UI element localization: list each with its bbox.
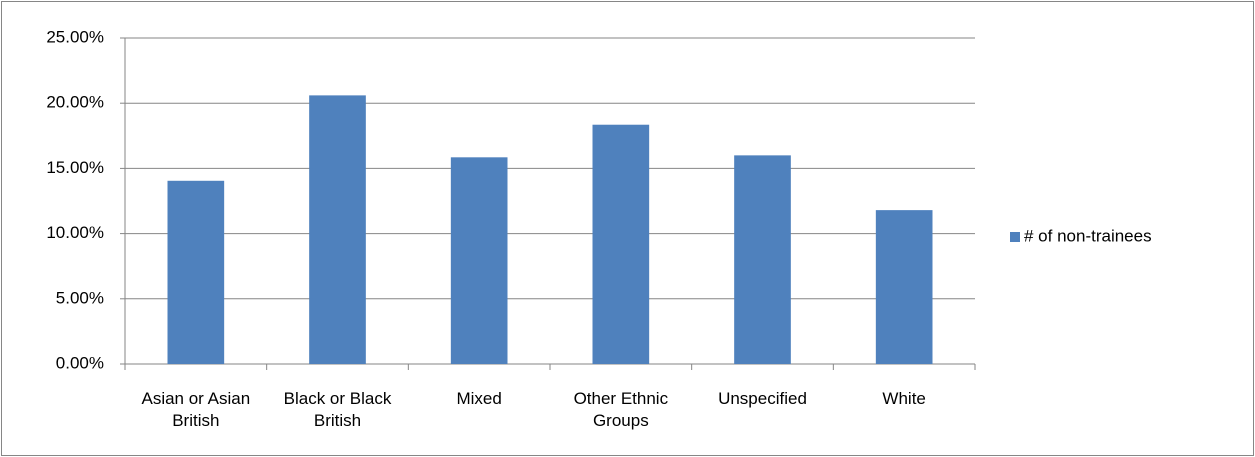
y-tick-label: 0.00% bbox=[56, 353, 104, 372]
x-tick-label: Unspecified bbox=[718, 389, 807, 408]
bar bbox=[309, 95, 366, 364]
bar bbox=[450, 157, 508, 364]
x-tick-label: White bbox=[882, 389, 926, 408]
bar bbox=[875, 210, 933, 364]
x-tick-label: Asian or Asian British bbox=[141, 389, 251, 430]
bar bbox=[592, 124, 650, 364]
legend-label: # of non-trainees bbox=[1024, 226, 1152, 245]
y-tick-label: 20.00% bbox=[46, 93, 104, 112]
x-tick-label: Black or Black British bbox=[283, 389, 392, 430]
y-tick-label: 5.00% bbox=[56, 288, 104, 307]
legend-swatch bbox=[1010, 232, 1020, 242]
y-tick-label: 25.00% bbox=[46, 27, 104, 46]
bar bbox=[167, 180, 225, 364]
y-tick-label: 10.00% bbox=[46, 223, 104, 242]
x-tick-label: Other Ethnic Groups bbox=[573, 389, 669, 430]
y-tick-label: 15.00% bbox=[46, 158, 104, 177]
x-tick-label: Mixed bbox=[456, 389, 502, 408]
bar bbox=[734, 155, 791, 364]
